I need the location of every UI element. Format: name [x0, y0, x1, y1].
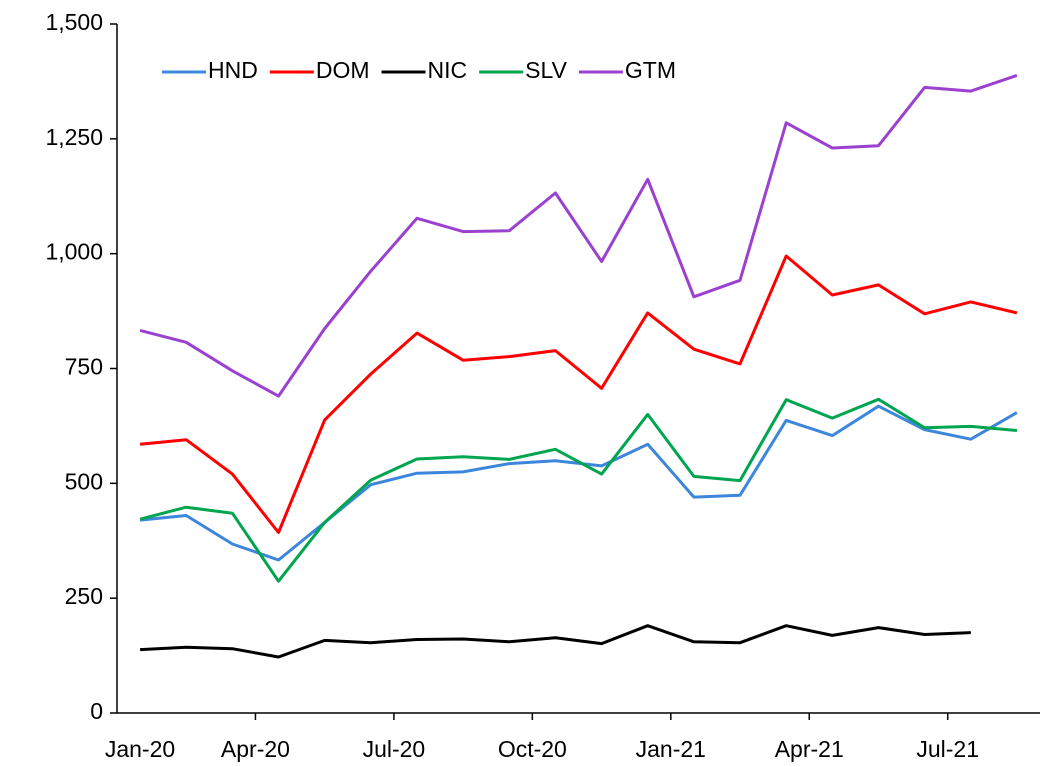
line-series	[139, 397, 1018, 583]
legend-label: NIC	[428, 57, 468, 83]
line-series	[139, 254, 1018, 534]
x-tick-label: Jul-20	[363, 736, 426, 762]
line-series	[139, 73, 1018, 398]
x-tick-label: Jan-21	[636, 736, 706, 762]
y-tick-label: 1,250	[45, 124, 103, 150]
y-tick-label: 1,000	[45, 239, 103, 265]
y-tick-label: 250	[65, 583, 103, 609]
legend-label: HND	[208, 57, 258, 83]
x-tick-label: Jan-20	[105, 736, 175, 762]
x-tick-label: Apr-20	[221, 736, 290, 762]
legend-label: DOM	[316, 57, 370, 83]
y-tick-label: 750	[65, 354, 103, 380]
x-tick-label: Jul-21	[916, 736, 979, 762]
y-tick-label: 0	[90, 698, 103, 724]
y-tick-label: 500	[65, 468, 103, 494]
x-tick-label: Apr-21	[775, 736, 844, 762]
y-tick-label: 1,500	[45, 9, 103, 35]
line-series	[139, 404, 1018, 562]
legend-label: SLV	[525, 57, 567, 83]
legend-label: GTM	[625, 57, 676, 83]
line-series	[140, 624, 971, 659]
x-tick-label: Oct-20	[498, 736, 567, 762]
